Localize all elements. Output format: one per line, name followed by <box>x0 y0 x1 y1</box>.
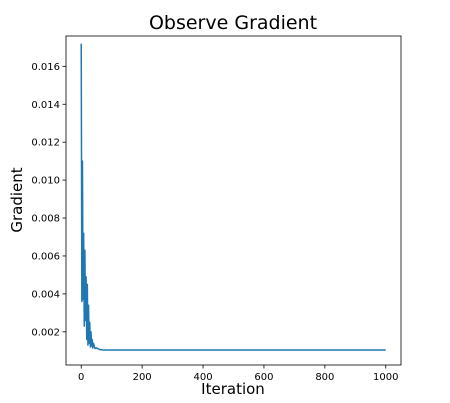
x-tick-label: 200 <box>133 372 152 383</box>
x-tick-label: 400 <box>193 372 212 383</box>
y-tick-label: 0.016 <box>31 62 60 73</box>
y-axis-label: Gradient <box>8 167 26 232</box>
chart-title: Observe Gradient <box>149 12 317 34</box>
y-tick-label: 0.006 <box>31 251 60 262</box>
x-tick-label: 800 <box>315 372 334 383</box>
x-tick-label: 600 <box>254 372 273 383</box>
series-line-0 <box>80 43 386 351</box>
y-tick-label: 0.002 <box>31 327 60 338</box>
y-tick-label: 0.010 <box>31 176 60 187</box>
x-tick-label: 0 <box>78 372 84 383</box>
plot-frame <box>65 35 402 366</box>
series-layer <box>80 43 386 351</box>
y-axis: 0.002 0.004 0.006 0.008 0.010 0.012 0.014 0.016 <box>31 62 66 338</box>
y-tick-label: 0.012 <box>31 138 60 149</box>
x-tick-label: 1000 <box>373 372 398 383</box>
y-tick-label: 0.008 <box>31 214 60 225</box>
x-axis: 0 200 400 600 800 1000 <box>78 365 398 383</box>
x-axis-label: Iteration <box>201 380 265 398</box>
y-tick-label: 0.004 <box>31 289 60 300</box>
y-tick-label: 0.014 <box>31 100 60 111</box>
